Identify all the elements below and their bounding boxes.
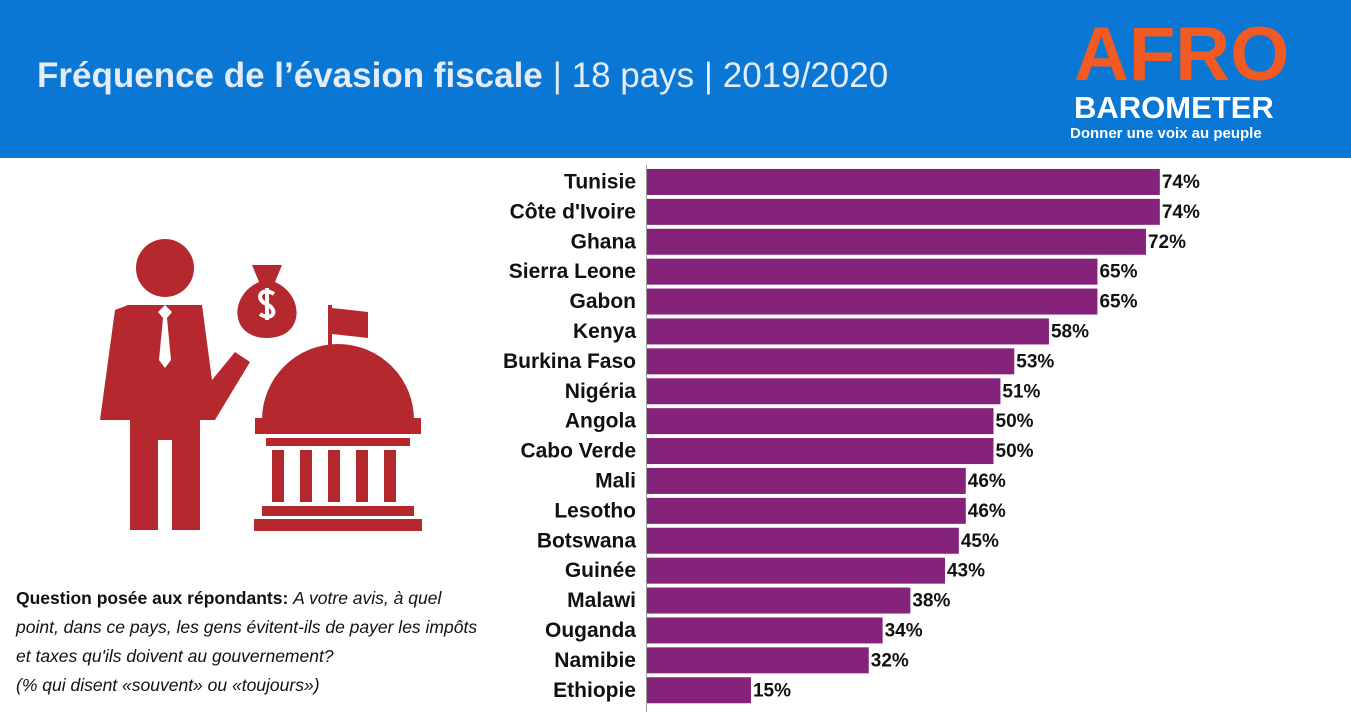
- bar: [647, 527, 959, 554]
- note-measure: (% qui disent «souvent» ou «toujours»): [16, 675, 320, 695]
- bar: [647, 647, 869, 674]
- value-label: 74%: [1162, 202, 1200, 223]
- question-note: Question posée aux répondants: A votre a…: [16, 584, 486, 700]
- value-label: 45%: [961, 531, 999, 552]
- bar: [647, 557, 945, 584]
- category-label: Botswana: [537, 529, 637, 552]
- category-label: Tunisie: [564, 170, 636, 193]
- category-label: Cabo Verde: [520, 440, 636, 463]
- bar: [647, 587, 911, 614]
- value-label: 50%: [996, 441, 1034, 462]
- category-label: Mali: [595, 469, 636, 492]
- value-label: 53%: [1016, 351, 1054, 372]
- category-label: Sierra Leone: [509, 260, 636, 283]
- subtitle: | 18 pays | 2019/2020: [553, 56, 888, 95]
- bar: [647, 348, 1015, 375]
- value-label: 32%: [871, 650, 909, 671]
- category-label: Gabon: [570, 290, 637, 313]
- value-label: 43%: [947, 561, 985, 582]
- bar: [647, 438, 994, 465]
- logo-tagline: Donner une voix au peuple: [1070, 125, 1262, 142]
- category-label: Burkina Faso: [503, 350, 636, 373]
- title: Fréquence de l’évasion fiscale: [37, 56, 543, 95]
- bar: [647, 408, 994, 435]
- logo: AFRO BAROMETER Donner une voix au peuple: [1070, 12, 1289, 142]
- logo-bottom: BAROMETER: [1074, 90, 1274, 125]
- bar: [647, 467, 966, 494]
- category-label: Namibie: [554, 649, 636, 672]
- value-label: 65%: [1099, 292, 1137, 313]
- note-question: A votre avis, à quel point, dans ce pays…: [16, 588, 478, 666]
- bar: [647, 198, 1160, 225]
- value-label: 65%: [1099, 262, 1137, 283]
- bar: [647, 497, 966, 524]
- icon: [100, 239, 422, 531]
- note-label: Question posée aux répondants:: [16, 588, 289, 608]
- category-label: Lesotho: [554, 499, 636, 522]
- value-label: 51%: [1002, 381, 1040, 402]
- value-label: 34%: [885, 620, 923, 641]
- value-label: 38%: [912, 591, 950, 612]
- bar: [647, 617, 883, 644]
- category-label: Côte d'Ivoire: [510, 200, 636, 223]
- category-label: Nigéria: [565, 380, 637, 403]
- value-label: 46%: [968, 501, 1006, 522]
- header-title: Fréquence de l’évasion fiscale | 18 pays …: [37, 56, 888, 95]
- category-label: Guinée: [565, 559, 636, 582]
- header-band: [0, 0, 1351, 158]
- value-label: 58%: [1051, 321, 1089, 342]
- category-label: Angola: [565, 410, 636, 433]
- value-label: 46%: [968, 471, 1006, 492]
- bar: [647, 288, 1098, 315]
- bar: [647, 228, 1146, 255]
- value-label: 15%: [753, 680, 791, 701]
- value-label: 72%: [1148, 232, 1186, 253]
- category-label: Malawi: [567, 589, 636, 612]
- bar: [647, 168, 1160, 195]
- category-label: Ouganda: [545, 619, 636, 642]
- bar: [647, 318, 1049, 345]
- bar: [647, 258, 1098, 285]
- logo-top: AFRO: [1074, 12, 1289, 97]
- category-label: Kenya: [573, 320, 636, 343]
- category-label: Ethiopie: [553, 679, 636, 702]
- bar: [647, 378, 1001, 405]
- bar: [647, 677, 751, 704]
- value-label: 74%: [1162, 172, 1200, 193]
- value-label: 50%: [996, 411, 1034, 432]
- category-label: Ghana: [571, 230, 637, 253]
